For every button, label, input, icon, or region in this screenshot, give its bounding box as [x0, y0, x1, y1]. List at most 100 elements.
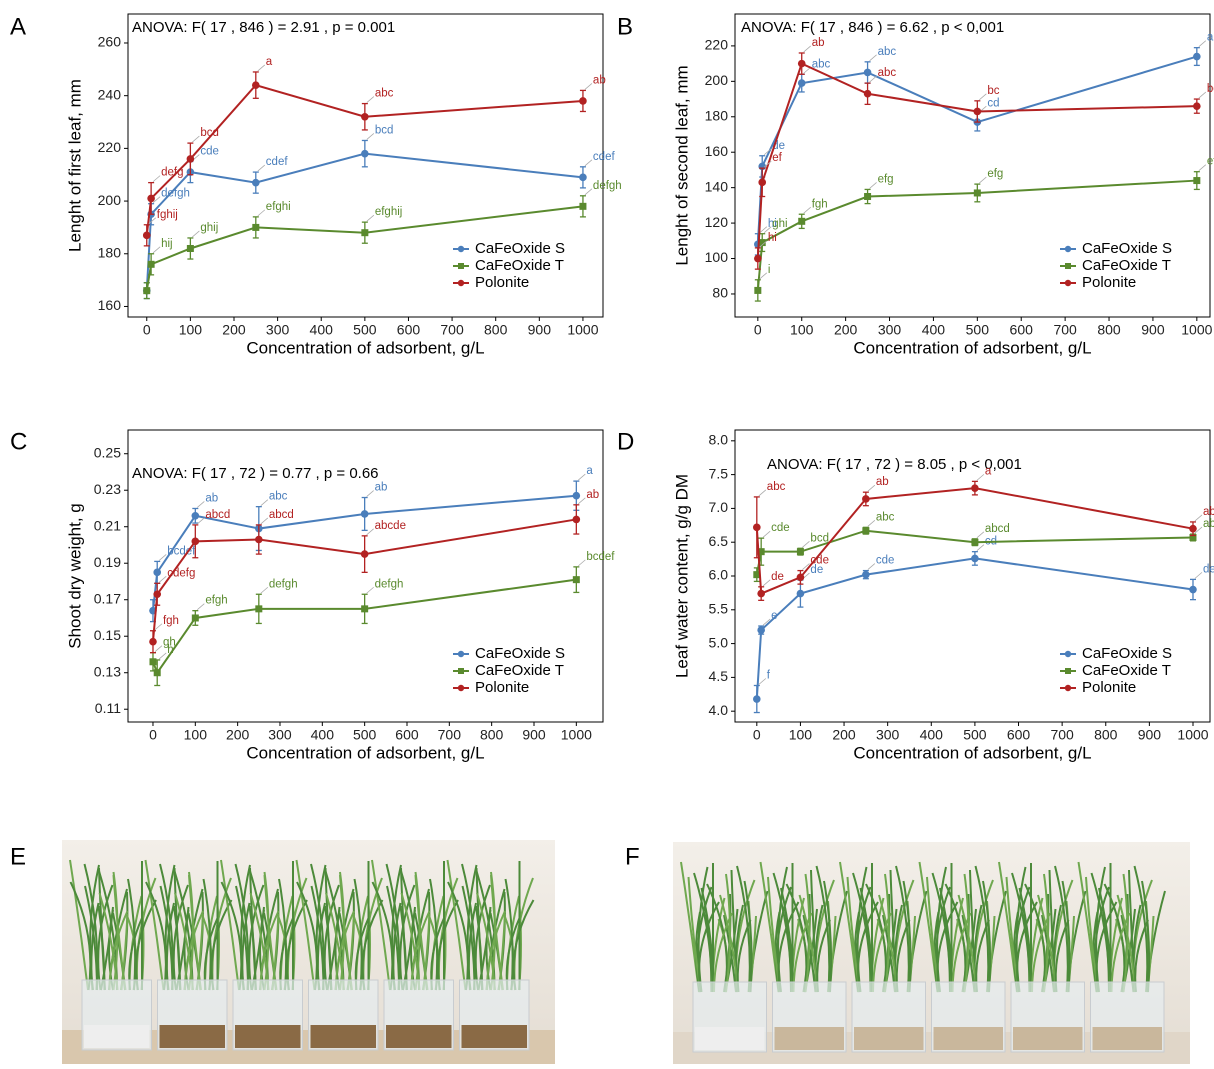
- x-tick-label: 800: [1097, 322, 1121, 338]
- significance-letter: a: [1207, 32, 1214, 44]
- significance-letter: hi: [768, 232, 777, 244]
- x-tick-label: 900: [528, 322, 552, 338]
- panel-label: D: [617, 428, 634, 455]
- x-tick-label: 1000: [1177, 727, 1208, 743]
- y-tick-label: 180: [705, 107, 729, 123]
- point: [148, 261, 155, 268]
- letter-leader: [197, 604, 204, 610]
- annotation: ANOVA: F( 17 , 846 ) = 2.91 , p = 0.001: [132, 19, 395, 36]
- point: [864, 90, 872, 98]
- significance-letter: bc: [987, 85, 999, 97]
- legend-label: Polonite: [1082, 679, 1136, 696]
- x-tick-label: 900: [1138, 727, 1162, 743]
- significance-letter: abc: [878, 67, 897, 79]
- y-tick-label: 180: [98, 244, 122, 260]
- legend-marker: [458, 246, 464, 252]
- point: [1193, 177, 1200, 184]
- substrate: [854, 1027, 924, 1050]
- point: [974, 189, 981, 196]
- point: [361, 510, 369, 518]
- point: [862, 495, 870, 503]
- point: [1189, 586, 1197, 594]
- series-line: [758, 57, 1197, 245]
- letter-leader: [759, 490, 766, 496]
- legend-label: CaFeOxide S: [475, 240, 565, 257]
- x-tick-label: 700: [1053, 322, 1077, 338]
- significance-letter: defgh: [161, 188, 190, 200]
- significance-letter: efg: [987, 168, 1003, 180]
- legend-marker: [458, 651, 464, 657]
- x-tick-label: 900: [1141, 322, 1165, 338]
- x-tick-label: 500: [353, 322, 377, 338]
- panel-label: C: [10, 428, 27, 455]
- significance-letter: cde: [771, 522, 790, 534]
- significance-letter: ghi: [772, 218, 787, 230]
- y-tick-label: 200: [705, 72, 729, 88]
- legend-marker: [1065, 280, 1071, 286]
- letter-leader: [261, 500, 268, 506]
- letter-leader: [367, 133, 374, 139]
- significance-letter: fgh: [163, 615, 179, 627]
- point: [361, 550, 369, 558]
- y-tick-label: 240: [98, 86, 122, 102]
- y-axis-label: Lenght of first leaf, mm: [65, 79, 84, 252]
- point: [753, 524, 761, 532]
- y-tick-label: 6.0: [709, 567, 729, 583]
- letter-leader: [1199, 165, 1206, 171]
- letter-leader: [870, 76, 877, 82]
- letter-leader: [1199, 41, 1206, 47]
- significance-letter: efgh: [205, 595, 227, 607]
- y-tick-label: 0.17: [94, 590, 121, 606]
- legend-label: Polonite: [1082, 274, 1136, 291]
- point: [252, 224, 259, 231]
- letter-leader: [367, 97, 374, 103]
- letter-leader: [763, 531, 770, 537]
- point: [579, 97, 587, 105]
- significance-letter: ab: [205, 493, 218, 505]
- significance-letter: cde: [876, 555, 895, 567]
- letter-leader: [578, 498, 585, 504]
- significance-letter: bcd: [810, 532, 829, 544]
- point: [573, 576, 580, 583]
- point: [252, 179, 260, 187]
- point: [758, 179, 766, 187]
- y-tick-label: 0.15: [94, 627, 121, 643]
- significance-letter: f: [767, 670, 771, 682]
- x-tick-label: 700: [1050, 727, 1074, 743]
- y-tick-label: 7.0: [709, 499, 729, 515]
- significance-letter: abcd: [205, 509, 230, 521]
- point: [153, 590, 161, 598]
- significance-letter: bcd: [375, 125, 394, 137]
- legend-label: CaFeOxide S: [1082, 645, 1172, 662]
- point: [971, 555, 979, 563]
- significance-letter: fgh: [812, 198, 828, 210]
- letter-leader: [258, 165, 265, 171]
- x-tick-label: 800: [484, 322, 508, 338]
- legend-marker: [458, 263, 464, 269]
- significance-letter: cd: [987, 97, 999, 109]
- chart: BANOVA: F( 17 , 846 ) = 6.62 , p < 0,001…: [617, 13, 1214, 357]
- x-tick-label: 100: [790, 322, 814, 338]
- point: [864, 69, 872, 77]
- point: [143, 232, 151, 240]
- annotation: ANOVA: F( 17 , 846 ) = 6.62 , p < 0,001: [741, 19, 1004, 36]
- page: EFAANOVA: F( 17 , 846 ) = 2.91 , p = 0.0…: [0, 0, 1214, 1069]
- significance-letter: de: [1203, 563, 1214, 575]
- point: [579, 203, 586, 210]
- annotation: ANOVA: F( 17 , 72 ) = 0.77 , p = 0.66: [132, 465, 379, 482]
- letter-leader: [1199, 92, 1206, 98]
- significance-letter: abc: [375, 88, 394, 100]
- significance-letter: defgh: [269, 578, 298, 590]
- significance-letter: ef: [1207, 156, 1214, 168]
- significance-letter: abcd: [1203, 518, 1214, 530]
- x-axis-label: Concentration of adsorbent, g/L: [246, 743, 484, 762]
- x-tick-label: 500: [966, 322, 990, 338]
- photo: [673, 842, 1190, 1064]
- point: [187, 155, 195, 163]
- point: [798, 60, 806, 68]
- significance-letter: hij: [161, 238, 173, 250]
- point: [149, 638, 157, 646]
- letter-leader: [585, 189, 592, 195]
- x-tick-label: 600: [397, 322, 421, 338]
- significance-letter: abc: [876, 511, 895, 523]
